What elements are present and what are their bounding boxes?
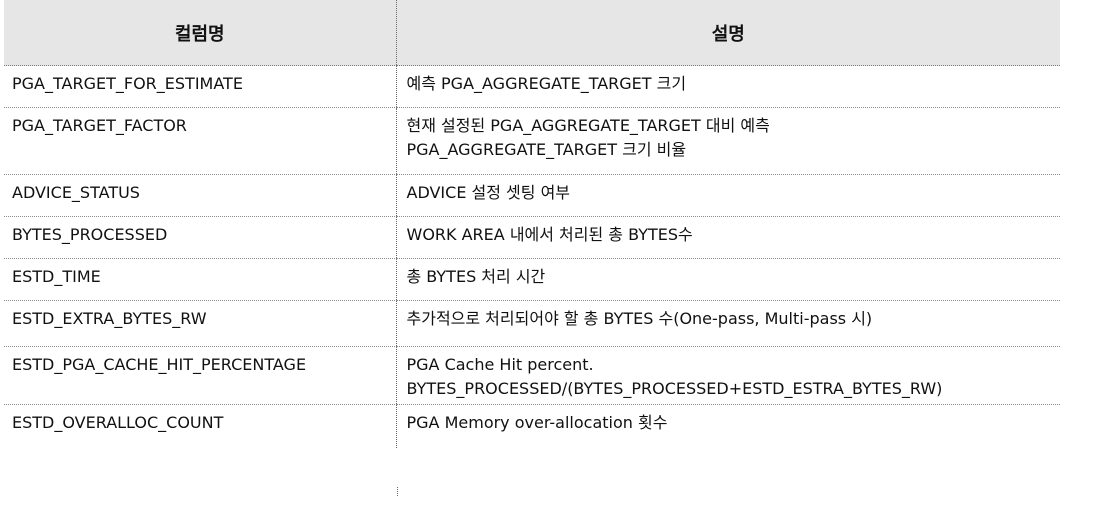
column-name-cell: ESTD_PGA_CACHE_HIT_PERCENTAGE bbox=[4, 346, 396, 405]
table-row: ESTD_OVERALLOC_COUNT PGA Memory over-all… bbox=[4, 404, 1060, 448]
header-column-name: 컬럼명 bbox=[4, 0, 396, 66]
description-line: PGA_AGGREGATE_TARGET 크기 비율 bbox=[406, 140, 687, 159]
description-line: 현재 설정된 PGA_AGGREGATE_TARGET 대비 예측 bbox=[406, 116, 770, 135]
description-cell: 추가적으로 처리되어야 할 총 BYTES 수(One-pass, Multi-… bbox=[395, 300, 1060, 347]
description-line: WORK AREA 내에서 처리된 총 BYTES수 bbox=[406, 225, 693, 244]
table-row: ESTD_EXTRA_BYTES_RW 추가적으로 처리되어야 할 총 BYTE… bbox=[4, 300, 1060, 347]
column-name-cell: ESTD_TIME bbox=[4, 258, 396, 301]
column-name-cell: PGA_TARGET_FACTOR bbox=[4, 107, 396, 175]
column-name-cell: PGA_TARGET_FOR_ESTIMATE bbox=[4, 65, 396, 108]
table-row: BYTES_PROCESSED WORK AREA 내에서 처리된 총 BYTE… bbox=[4, 216, 1060, 259]
column-name-cell: ESTD_EXTRA_BYTES_RW bbox=[4, 300, 396, 347]
column-name-cell: ESTD_OVERALLOC_COUNT bbox=[12, 413, 224, 432]
description-cell: 예측 PGA_AGGREGATE_TARGET 크기 bbox=[395, 65, 1060, 108]
table-row: ESTD_TIME 총 BYTES 처리 시간 bbox=[4, 258, 1060, 301]
description-cell: 총 BYTES 처리 시간 bbox=[395, 258, 1060, 301]
description-line: 예측 PGA_AGGREGATE_TARGET 크기 bbox=[406, 74, 687, 93]
column-name-cell: BYTES_PROCESSED bbox=[4, 216, 396, 259]
description-cell: ADVICE 설정 셋팅 여부 bbox=[395, 174, 1060, 217]
description-cell: WORK AREA 내에서 처리된 총 BYTES수 bbox=[395, 216, 1060, 259]
description-line: 추가적으로 처리되어야 할 총 BYTES 수(One-pass, Multi-… bbox=[406, 309, 873, 328]
description-line: BYTES_PROCESSED/(BYTES_PROCESSED+ESTD_ES… bbox=[406, 379, 943, 398]
description-line: PGA Memory over-allocation 횟수 bbox=[406, 413, 668, 432]
table-row: PGA_TARGET_FACTOR 현재 설정된 PGA_AGGREGATE_T… bbox=[4, 107, 1060, 175]
description-cell: PGA Memory over-allocation 횟수 bbox=[395, 404, 1060, 448]
table-row: PGA_TARGET_FOR_ESTIMATE 예측 PGA_AGGREGATE… bbox=[4, 65, 1060, 108]
description-cell: 현재 설정된 PGA_AGGREGATE_TARGET 대비 예측 PGA_AG… bbox=[395, 107, 1060, 175]
description-line: ADVICE 설정 셋팅 여부 bbox=[406, 183, 571, 202]
table-row: ESTD_PGA_CACHE_HIT_PERCENTAGE PGA Cache … bbox=[4, 346, 1060, 405]
column-name-cell: ADVICE_STATUS bbox=[4, 174, 396, 217]
column-divider bbox=[397, 487, 398, 496]
header-description: 설명 bbox=[395, 0, 1060, 66]
description-line: 총 BYTES 처리 시간 bbox=[406, 267, 546, 286]
table-header-row: 컬럼명 설명 bbox=[4, 0, 1060, 66]
table-row: ADVICE_STATUS ADVICE 설정 셋팅 여부 bbox=[4, 174, 1060, 217]
description-line: PGA Cache Hit percent. bbox=[406, 355, 594, 374]
column-description-table: 컬럼명 설명 PGA_TARGET_FOR_ESTIMATE 예측 PGA_AG… bbox=[4, 0, 1060, 448]
description-cell: PGA Cache Hit percent. BYTES_PROCESSED/(… bbox=[395, 346, 1060, 405]
